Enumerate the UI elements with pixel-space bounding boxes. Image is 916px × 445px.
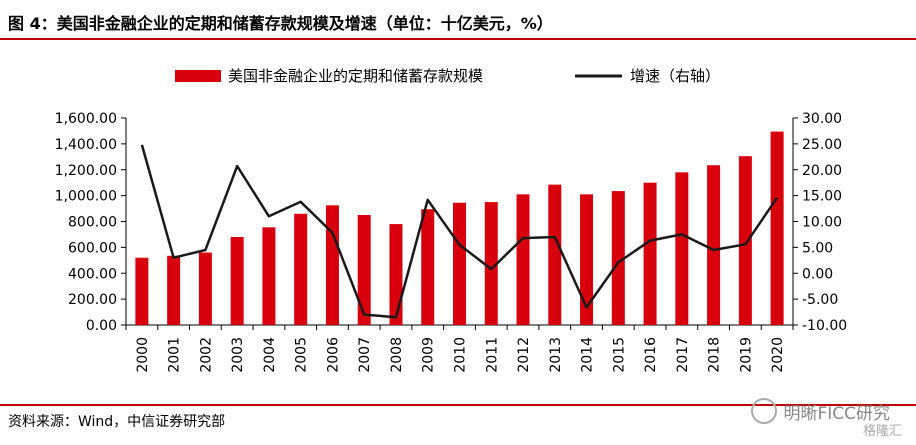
bar-2004 bbox=[262, 227, 276, 325]
bar-2008 bbox=[389, 224, 403, 325]
right-axis-tick-label: 25.00 bbox=[802, 137, 842, 153]
right-axis-tick-label: -5.00 bbox=[802, 292, 838, 308]
left-axis-tick-label: 600.00 bbox=[68, 240, 117, 256]
bottom-divider bbox=[0, 404, 916, 406]
legend: 美国非金融企业的定期和储蓄存款规模 增速（右轴） bbox=[175, 67, 720, 85]
bar-2016 bbox=[643, 182, 657, 325]
right-axis-tick-label: 20.00 bbox=[802, 163, 842, 179]
legend-line-label: 增速（右轴） bbox=[630, 67, 720, 85]
x-tick-label-2011: 2011 bbox=[484, 337, 500, 373]
x-tick-label-2012: 2012 bbox=[516, 337, 532, 373]
bar-2017 bbox=[675, 172, 689, 325]
left-axis-tick-label: 1,600.00 bbox=[55, 111, 117, 127]
right-axis-tick-label: 0.00 bbox=[802, 266, 833, 282]
bar-2011 bbox=[484, 202, 498, 325]
bar-2013 bbox=[548, 184, 562, 325]
bar-2019 bbox=[738, 156, 752, 325]
legend-bar-swatch bbox=[175, 70, 221, 82]
bar-2002 bbox=[198, 252, 212, 325]
bar-2012 bbox=[516, 194, 530, 325]
left-axis-tick-label: 0.00 bbox=[86, 318, 117, 334]
bar-2014 bbox=[580, 194, 594, 325]
right-axis-tick-label: -10.00 bbox=[802, 318, 847, 334]
bar-2001 bbox=[167, 255, 181, 325]
legend-bar-label: 美国非金融企业的定期和储蓄存款规模 bbox=[228, 67, 483, 85]
bar-2005 bbox=[294, 213, 308, 325]
wechat-icon bbox=[751, 398, 778, 424]
x-tick-label-2018: 2018 bbox=[707, 337, 723, 373]
x-tick-label-2003: 2003 bbox=[230, 337, 246, 373]
figure-title: 图 4：美国非金融企业的定期和储蓄存款规模及增速（单位：十亿美元，%） bbox=[8, 14, 553, 33]
top-divider bbox=[0, 38, 916, 40]
x-tick-label-2001: 2001 bbox=[167, 337, 183, 373]
x-tick-label-2019: 2019 bbox=[738, 337, 754, 373]
x-tick-labels: 2000 2001 2002 2003 2004 2005 2006 2007 2008 2009… bbox=[135, 337, 786, 373]
left-axis-tick-label: 1,400.00 bbox=[55, 137, 117, 153]
x-tick-label-2002: 2002 bbox=[198, 337, 214, 373]
bar-2015 bbox=[611, 191, 625, 325]
right-axis-tick-label: 5.00 bbox=[802, 240, 833, 256]
bar-2003 bbox=[230, 237, 244, 325]
x-tick-label-2013: 2013 bbox=[548, 337, 564, 373]
watermark-text: 明晰FICC研究 bbox=[783, 403, 890, 424]
x-tick-label-2007: 2007 bbox=[357, 337, 373, 373]
x-tick-label-2004: 2004 bbox=[262, 337, 278, 373]
bar-series bbox=[135, 131, 784, 325]
x-tick-label-2016: 2016 bbox=[643, 337, 659, 373]
watermark: 明晰FICC研究 bbox=[751, 398, 890, 424]
x-tick-label-2009: 2009 bbox=[421, 337, 437, 373]
bar-2006 bbox=[325, 205, 339, 325]
x-tick-label-2015: 2015 bbox=[611, 337, 627, 373]
watermark-sub: 格隆汇 bbox=[862, 424, 902, 439]
bar-2009 bbox=[421, 209, 435, 325]
x-tick-label-2000: 2000 bbox=[135, 337, 151, 373]
x-tick-label-2008: 2008 bbox=[389, 337, 405, 373]
bar-2010 bbox=[453, 202, 466, 325]
x-tick-label-2005: 2005 bbox=[294, 337, 310, 373]
left-axis-tick-label: 800.00 bbox=[68, 215, 117, 231]
chart: 美国非金融企业的定期和储蓄存款规模 增速（右轴） 0.00 200.00 400.0… bbox=[55, 67, 847, 373]
left-axis-tick-label: 400.00 bbox=[68, 266, 117, 282]
bar-2000 bbox=[135, 257, 149, 325]
bar-2007 bbox=[357, 215, 371, 325]
x-tick-label-2020: 2020 bbox=[770, 337, 786, 373]
right-axis-tick-label: 10.00 bbox=[802, 215, 842, 231]
right-axis-tick-label: 15.00 bbox=[802, 189, 842, 205]
bar-2020 bbox=[770, 131, 784, 325]
source-note: 资料来源：Wind，中信证券研究部 bbox=[8, 414, 226, 430]
x-tick-label-2014: 2014 bbox=[580, 337, 596, 373]
bar-2018 bbox=[707, 165, 721, 325]
x-tick-label-2010: 2010 bbox=[453, 337, 469, 373]
right-axis-tick-label: 30.00 bbox=[802, 111, 842, 127]
x-tick-label-2006: 2006 bbox=[325, 337, 341, 373]
left-axis-tick-label: 1,000.00 bbox=[55, 189, 117, 205]
line-series bbox=[140, 144, 779, 319]
left-axis-tick-label: 1,200.00 bbox=[55, 163, 117, 179]
x-tick-label-2017: 2017 bbox=[675, 337, 691, 373]
left-axis-tick-label: 200.00 bbox=[68, 292, 117, 308]
